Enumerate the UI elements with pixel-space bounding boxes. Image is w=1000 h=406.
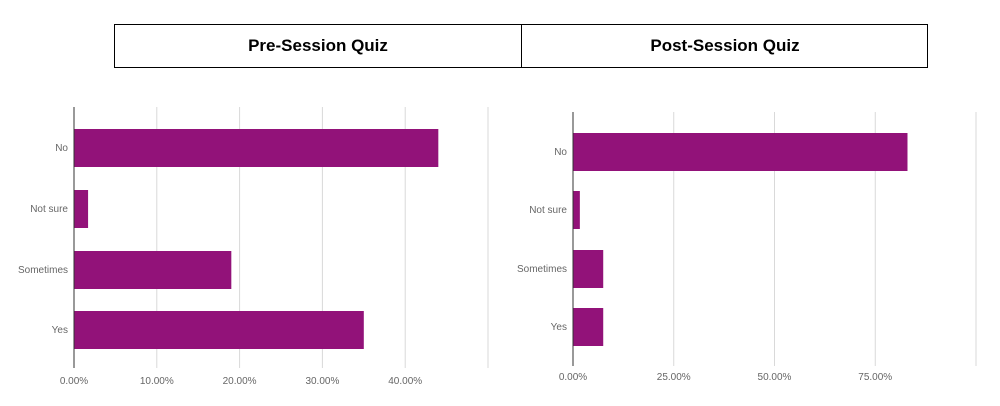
- quiz-header-table: Pre-Session Quiz Post-Session Quiz: [114, 24, 928, 68]
- bar: [573, 250, 604, 288]
- bar: [573, 308, 604, 346]
- post-session-title: Post-Session Quiz: [650, 36, 800, 55]
- category-label: No: [55, 143, 68, 154]
- category-label: Yes: [52, 325, 68, 336]
- category-label: Not sure: [30, 204, 68, 215]
- x-tick-label: 0.00%: [559, 372, 587, 383]
- x-tick-label: 30.00%: [305, 376, 339, 387]
- x-tick-label: 0.00%: [60, 376, 88, 387]
- post-session-bar-chart: 0.00% 25.00% 50.00% 75.00% No Not sure Sometim…: [517, 112, 977, 383]
- pre-session-bar-chart: 0.00% 10.00% 20.00% 30.00% 40.00% No Not sure S…: [18, 107, 489, 387]
- x-tick-label: 20.00%: [223, 376, 257, 387]
- bar: [74, 129, 439, 167]
- x-tick-label: 75.00%: [858, 372, 892, 383]
- category-label: Not sure: [529, 205, 567, 216]
- category-label: Yes: [551, 322, 567, 333]
- pre-session-title: Pre-Session Quiz: [115, 25, 522, 67]
- x-tick-label: 10.00%: [140, 376, 174, 387]
- bar: [573, 191, 580, 229]
- bar: [573, 133, 908, 171]
- category-label: Sometimes: [18, 265, 68, 276]
- x-tick-label: 40.00%: [388, 376, 422, 387]
- category-label: No: [554, 147, 567, 158]
- bar: [74, 190, 89, 228]
- category-label: Sometimes: [517, 264, 567, 275]
- bar: [74, 311, 364, 349]
- bar: [74, 251, 232, 289]
- x-tick-label: 50.00%: [758, 372, 792, 383]
- x-tick-label: 25.00%: [657, 372, 691, 383]
